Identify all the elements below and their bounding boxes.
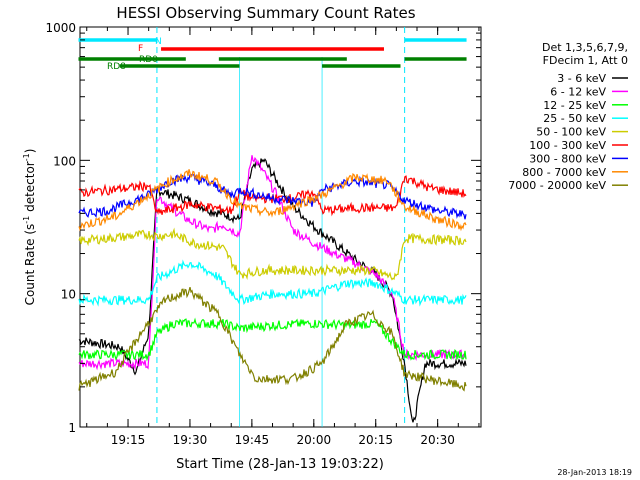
boundary-lines — [156, 27, 406, 427]
series-line — [78, 317, 467, 362]
y-axis-label: Count Rate (s-1 detector-1) — [22, 149, 37, 306]
chart-title: HESSI Observing Summary Count Rates — [116, 4, 415, 22]
legend-label: 25 - 50 keV — [543, 112, 606, 125]
flag-label: N — [155, 37, 162, 47]
x-axis-label: Start Time (28-Jan-13 19:03:22) — [176, 457, 384, 472]
series-line — [78, 155, 467, 371]
legend-label: 12 - 25 keV — [543, 99, 606, 112]
x-tick-label: 20:15 — [358, 433, 393, 447]
legend-header-line: Det 1,3,5,6,7,9, — [542, 41, 628, 54]
legend-label: 300 - 800 keV — [529, 152, 606, 165]
y-tick-label: 10 — [61, 288, 76, 302]
y-axis-label-part: detector — [23, 161, 37, 216]
series-line — [78, 286, 467, 392]
x-tick-label: 19:15 — [111, 433, 146, 447]
legend-label: 6 - 12 keV — [550, 85, 606, 98]
y-axis-label-part: ) — [23, 149, 37, 154]
series-line — [78, 169, 467, 232]
series-line — [78, 158, 467, 423]
y-tick-label: 1000 — [45, 21, 76, 35]
plot-timestamp: 28-Jan-2013 18:19 — [557, 468, 632, 477]
legend: Det 1,3,5,6,7,9, FDecim 1, Att 0 3 - 6 k… — [508, 41, 628, 192]
series-line — [78, 227, 467, 281]
legend-label: 3 - 6 keV — [557, 72, 606, 85]
y-axis-ticks: 1 10 100 1000 — [45, 21, 481, 435]
series-line — [78, 259, 467, 307]
plot-frame — [79, 26, 482, 428]
x-tick-label: 20:30 — [420, 433, 455, 447]
y-axis-label-part: Count Rate (s — [23, 224, 37, 306]
legend-label: 800 - 7000 keV — [522, 166, 606, 179]
legend-label: 50 - 100 keV — [536, 126, 606, 139]
legend-label: 100 - 300 keV — [529, 139, 606, 152]
x-tick-label: 19:30 — [173, 433, 208, 447]
flag-label: RD8 — [107, 62, 126, 72]
y-tick-label: 1 — [68, 421, 76, 435]
x-tick-label: 19:45 — [235, 433, 270, 447]
y-axis-label-exponent: -1 — [22, 216, 31, 224]
legend-header-line: FDecim 1, Att 0 — [543, 54, 628, 67]
flag-label: RD0 — [139, 55, 158, 65]
series-layer — [78, 155, 467, 423]
y-axis-label-exponent: -1 — [22, 153, 31, 161]
y-tick-label: 100 — [53, 154, 76, 168]
legend-label: 7000 - 20000 keV — [508, 179, 606, 192]
flag-label: F — [138, 44, 143, 54]
x-tick-label: 20:00 — [297, 433, 332, 447]
x-axis-ticks: 19:15 19:30 19:45 20:00 20:15 20:30 — [86, 27, 480, 447]
